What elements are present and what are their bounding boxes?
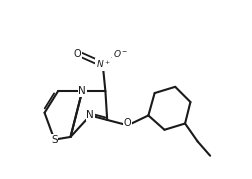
Text: O: O bbox=[74, 49, 81, 59]
Text: S: S bbox=[51, 135, 58, 145]
Text: O: O bbox=[124, 118, 132, 128]
Text: N: N bbox=[101, 59, 108, 69]
Text: N: N bbox=[86, 110, 94, 120]
Text: $O^-$: $O^-$ bbox=[113, 48, 129, 59]
Text: N: N bbox=[78, 86, 86, 96]
Text: $N^+$: $N^+$ bbox=[96, 59, 111, 70]
